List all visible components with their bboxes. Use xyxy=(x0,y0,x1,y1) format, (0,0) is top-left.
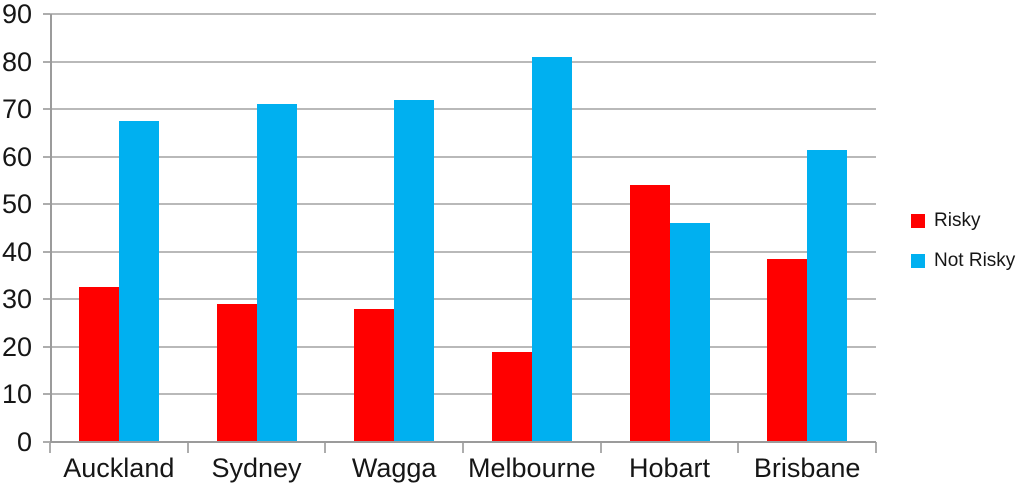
bar-risky-melbourne xyxy=(491,351,532,442)
bar-not-risky-melbourne xyxy=(531,56,572,442)
bar-not-risky-hobart xyxy=(669,223,710,442)
gridline-40 xyxy=(50,250,876,253)
y-tick-label-10: 10 xyxy=(1,379,32,410)
y-tick-90 xyxy=(43,13,50,15)
y-tick-label-20: 20 xyxy=(1,331,32,362)
bar-risky-hobart xyxy=(629,185,670,442)
gridline-10 xyxy=(50,393,876,396)
legend-label-risky: Risky xyxy=(934,210,981,231)
x-tick-6 xyxy=(875,442,877,453)
x-category-label-wagga: Wagga xyxy=(351,453,437,483)
gridline-30 xyxy=(50,298,876,301)
y-tick-70 xyxy=(43,108,50,111)
gridline-90 xyxy=(50,13,876,15)
bar-not-risky-brisbane xyxy=(807,149,848,442)
x-tick-4 xyxy=(599,442,602,453)
x-tick-1 xyxy=(186,442,189,453)
x-tick-2 xyxy=(324,442,327,453)
legend-swatch-not-risky xyxy=(911,254,925,268)
x-category-label-auckland: Auckland xyxy=(63,453,175,483)
y-tick-60 xyxy=(43,155,50,158)
bar-risky-brisbane xyxy=(767,258,808,442)
y-tick-label-90: 90 xyxy=(1,0,32,29)
bar-risky-sydney xyxy=(216,304,257,442)
x-axis-line xyxy=(50,441,876,443)
y-tick-label-30: 30 xyxy=(1,284,32,315)
y-tick-80 xyxy=(43,60,50,63)
x-tick-0 xyxy=(49,442,51,453)
y-tick-label-70: 70 xyxy=(1,94,32,125)
bar-risky-auckland xyxy=(78,287,119,442)
x-category-label-melbourne: Melbourne xyxy=(468,453,596,483)
y-tick-label-40: 40 xyxy=(1,236,32,267)
x-category-label-brisbane: Brisbane xyxy=(753,453,861,483)
gridline-60 xyxy=(50,155,876,158)
y-tick-40 xyxy=(43,250,50,253)
bar-risky-wagga xyxy=(354,308,395,442)
legend-item-not-risky: Not Risky xyxy=(911,250,1016,271)
legend: Risky Not Risky xyxy=(911,210,1016,294)
legend-label-not-risky: Not Risky xyxy=(934,250,1016,271)
y-tick-label-0: 0 xyxy=(16,427,32,457)
bar-not-risky-sydney xyxy=(256,104,297,442)
legend-swatch-risky xyxy=(911,214,925,228)
x-tick-5 xyxy=(737,442,740,453)
bar-not-risky-wagga xyxy=(394,99,435,442)
y-tick-10 xyxy=(43,393,50,396)
legend-item-risky: Risky xyxy=(911,210,1015,231)
y-tick-label-60: 60 xyxy=(1,141,32,172)
y-tick-30 xyxy=(43,298,50,301)
y-tick-20 xyxy=(43,345,50,348)
y-axis-line xyxy=(50,14,52,442)
bar-not-risky-auckland xyxy=(118,121,159,442)
gridline-50 xyxy=(50,203,876,206)
y-tick-50 xyxy=(43,203,50,206)
x-category-label-hobart: Hobart xyxy=(628,453,711,483)
y-tick-label-80: 80 xyxy=(1,46,32,77)
gridline-70 xyxy=(50,108,876,111)
gridline-20 xyxy=(50,345,876,348)
x-tick-3 xyxy=(462,442,464,453)
x-category-label-sydney: Sydney xyxy=(211,453,302,483)
y-tick-0 xyxy=(43,441,50,443)
y-tick-label-50: 50 xyxy=(1,189,32,220)
gridline-80 xyxy=(50,60,876,63)
